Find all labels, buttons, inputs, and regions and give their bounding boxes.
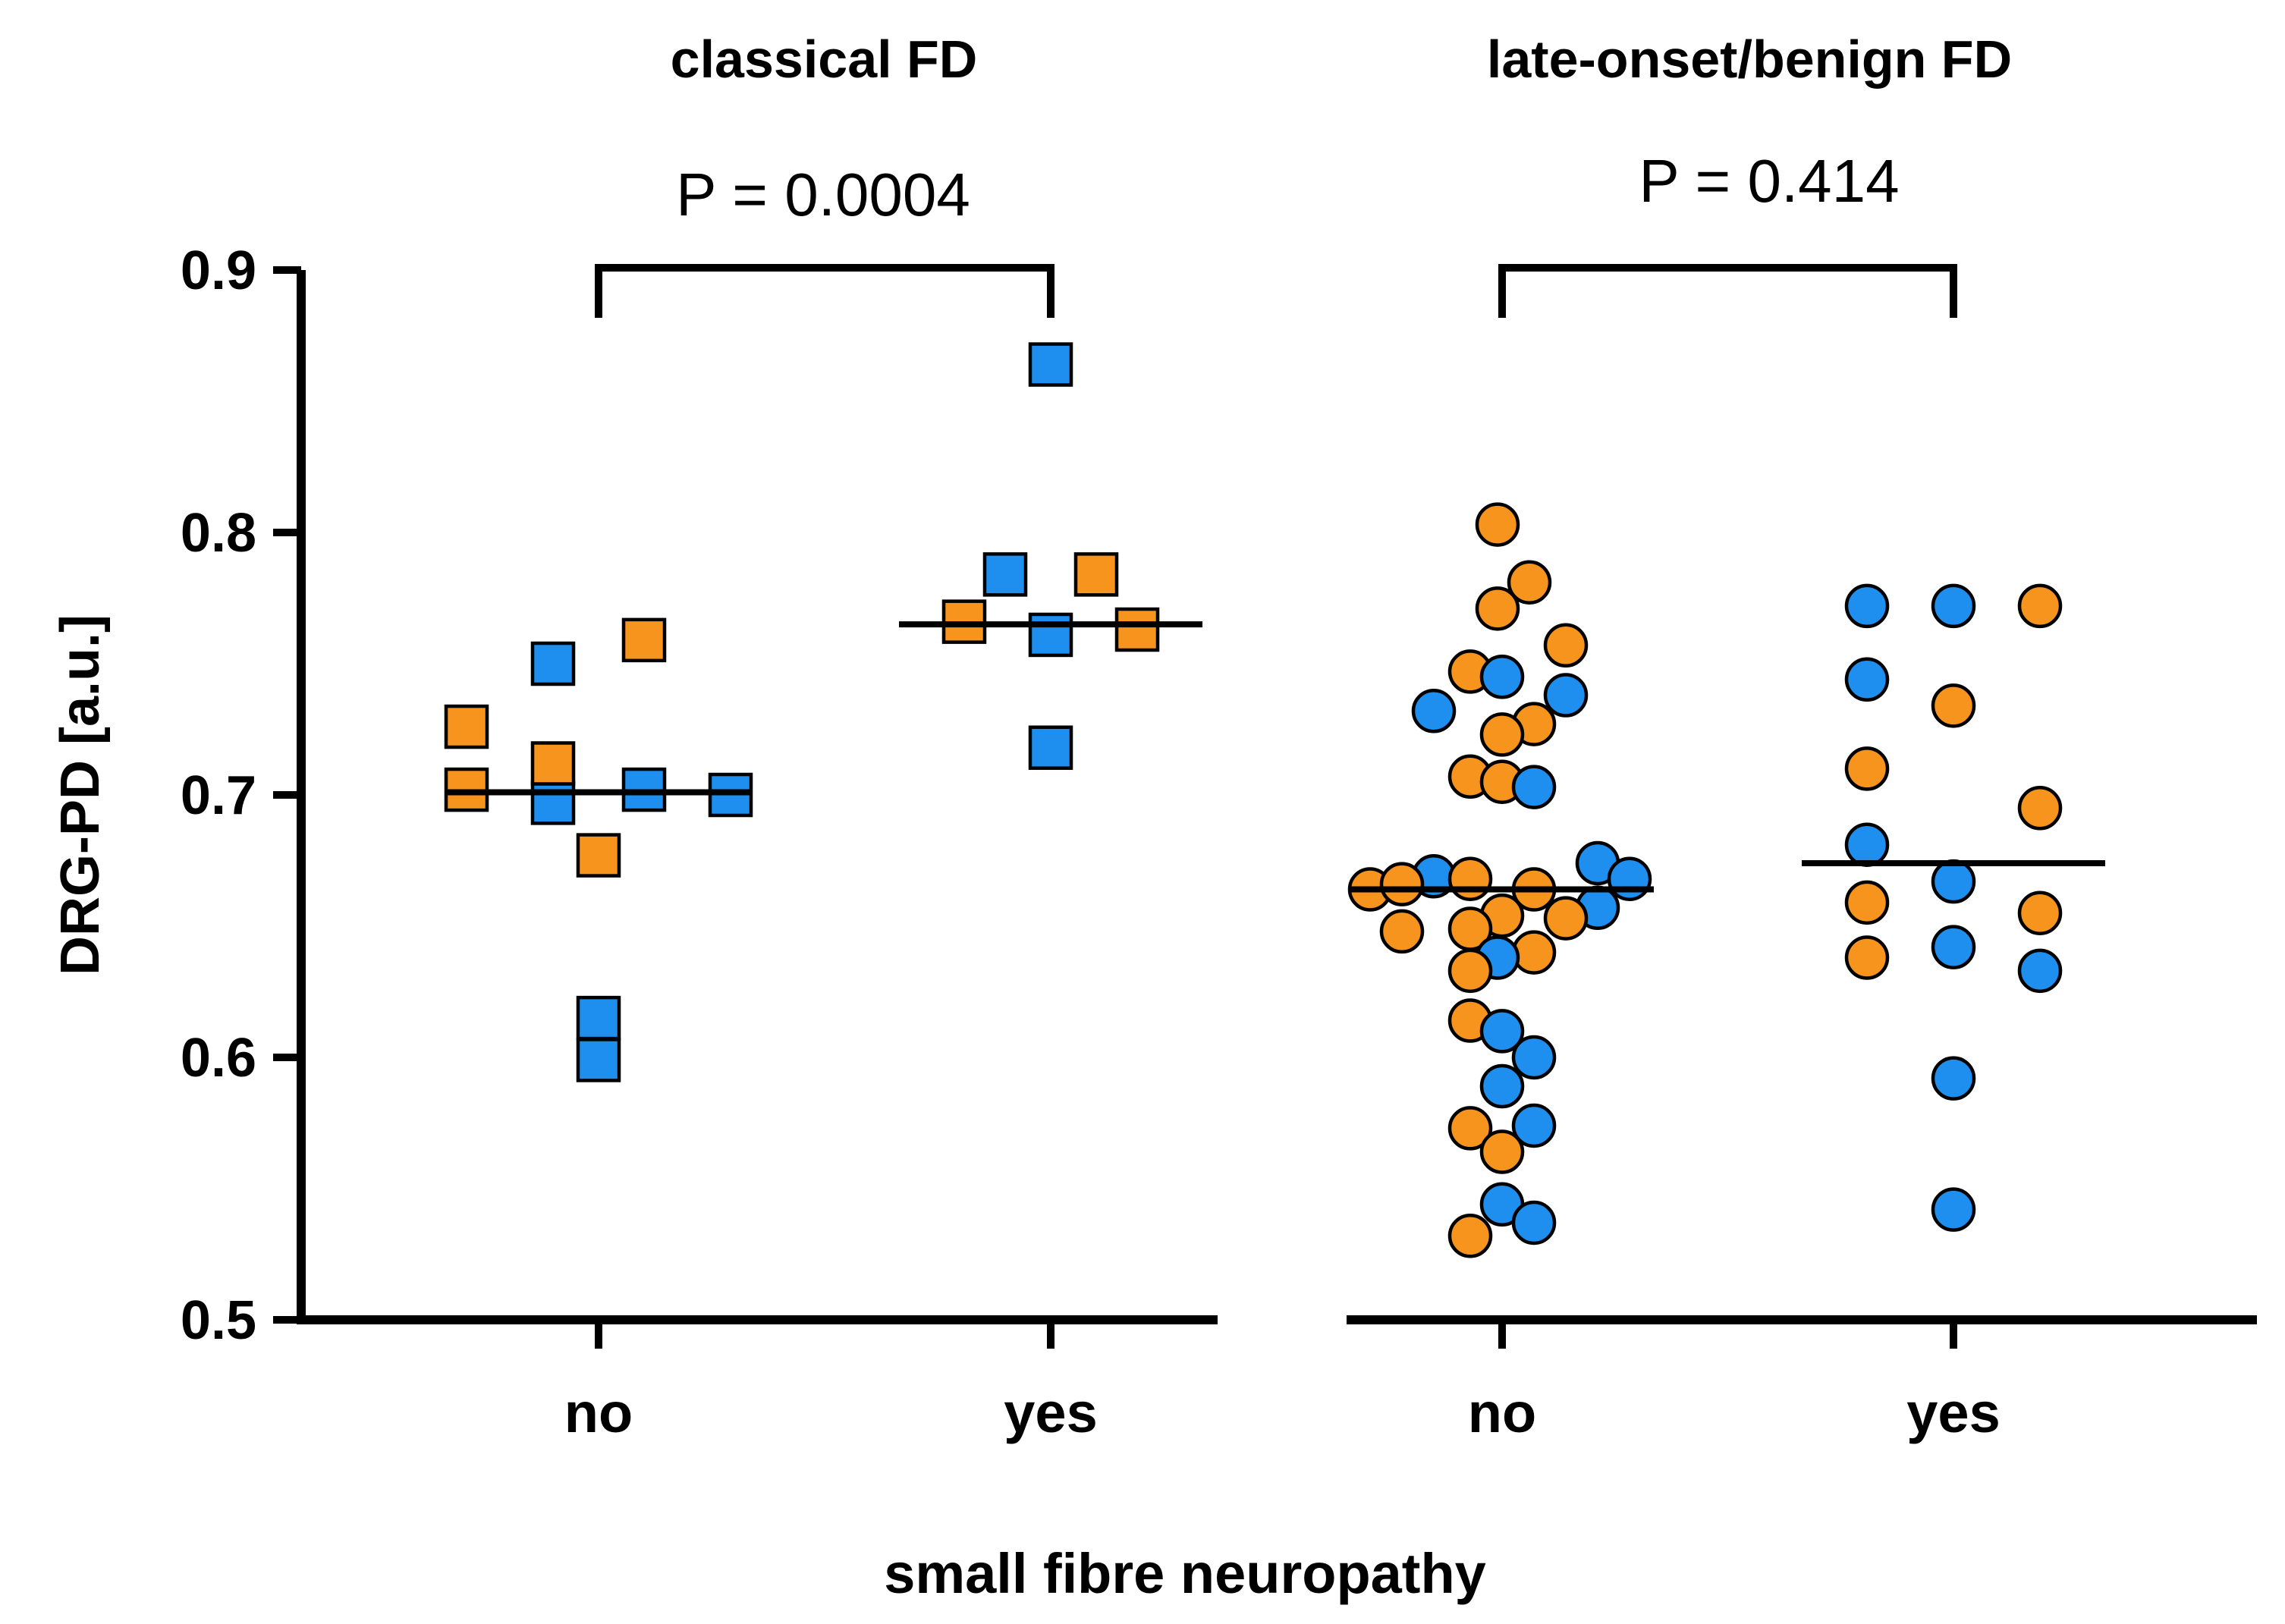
data-point-orange-circle [1447,1106,1493,1151]
data-point-blue-circle [1479,1009,1525,1054]
data-point-blue-square [1028,725,1073,770]
x-tick-label: yes [1004,1381,1097,1444]
data-point-orange-square [530,741,576,786]
y-tick-label: 0.9 [181,240,256,301]
data-point-orange-circle [2017,891,2063,935]
significance-bracket [1498,264,1957,318]
data-point-blue-circle [2017,948,2063,994]
y-axis-title: DRG-PD [a.u.] [50,614,111,975]
p-value-late-onset: P = 0.414 [1639,147,1899,215]
data-point-orange-circle [1447,948,1493,994]
y-tick-label: 0.5 [181,1290,256,1351]
x-axis-title: small fibre neuropathy [884,1542,1486,1605]
data-point-blue-square [1028,342,1073,387]
data-point-blue-circle [1511,1103,1557,1148]
significance-brackets [595,264,1957,318]
y-tick-group: 0.5 0.6 0.7 0.8 0.9 [181,240,301,1351]
data-point-orange-circle [1475,502,1520,547]
data-point-orange-circle [1479,712,1525,757]
data-point-orange-circle [1931,683,1976,728]
data-point-orange-square [576,833,621,878]
data-point-blue-circle [1931,925,1976,969]
data-point-blue-square [982,552,1028,597]
data-point-orange-circle [1844,935,1890,980]
data-point-blue-circle [1479,655,1525,699]
data-point-orange-circle [1447,1214,1493,1258]
data-point-blue-square [530,781,576,825]
y-tick-label: 0.7 [181,765,256,826]
data-point-blue-circle [1844,822,1890,867]
x-tick-group: no yes no yes [564,1320,2001,1444]
p-value-classical: P = 0.0004 [676,161,970,228]
y-tick-label: 0.8 [181,503,256,564]
x-tick-label: no [1468,1381,1536,1444]
data-point-orange-circle [1379,909,1425,954]
data-point-blue-circle [1931,1056,1976,1101]
data-point-blue-square [576,1038,621,1082]
significance-bracket [595,264,1054,318]
x-tick-label: no [564,1381,633,1444]
data-point-orange-circle [1379,862,1425,906]
data-point-orange-circle [2017,583,2063,629]
data-point-orange-circle [1844,746,1890,791]
data-point-orange-circle [2017,786,2063,831]
data-point-blue-circle [1411,689,1457,733]
data-point-orange-circle [1475,586,1520,631]
data-point-blue-square [530,641,576,686]
panel-title-late-onset: late-onset/benign FD [1487,30,2012,89]
data-point-orange-square [444,704,489,749]
data-point-orange-circle [1447,856,1493,901]
data-point-blue-circle [1511,1200,1557,1245]
data-point-blue-square [576,995,621,1041]
data-point-orange-circle [1543,623,1589,668]
data-point-orange-circle [1511,930,1557,975]
data-point-orange-circle [1844,880,1890,925]
data-point-orange-square [1073,552,1119,597]
data-point-blue-circle [1844,657,1890,702]
data-point-blue-circle [1607,856,1652,901]
data-point-orange-circle [1479,1129,1525,1174]
data-point-blue-circle [1931,1187,1976,1232]
data-point-orange-circle [1543,896,1589,941]
data-point-blue-circle [1479,1063,1525,1109]
data-point-blue-circle [1844,583,1890,629]
data-point-orange-circle [1507,560,1552,605]
data-point-blue-circle [1543,673,1589,718]
median-lines [447,621,2105,893]
data-point-blue-circle [1931,859,1976,904]
panel-title-classical: classical FD [671,30,978,89]
data-point-blue-circle [1511,1035,1557,1080]
data-points [444,342,2063,1258]
data-point-orange-square [621,617,667,663]
data-point-blue-circle [1931,583,1976,629]
y-tick-label: 0.6 [181,1028,256,1088]
data-point-blue-square [1028,612,1073,658]
data-point-blue-circle [1511,765,1557,809]
data-point-orange-square [1114,607,1160,652]
x-tick-label: yes [1906,1381,2000,1444]
